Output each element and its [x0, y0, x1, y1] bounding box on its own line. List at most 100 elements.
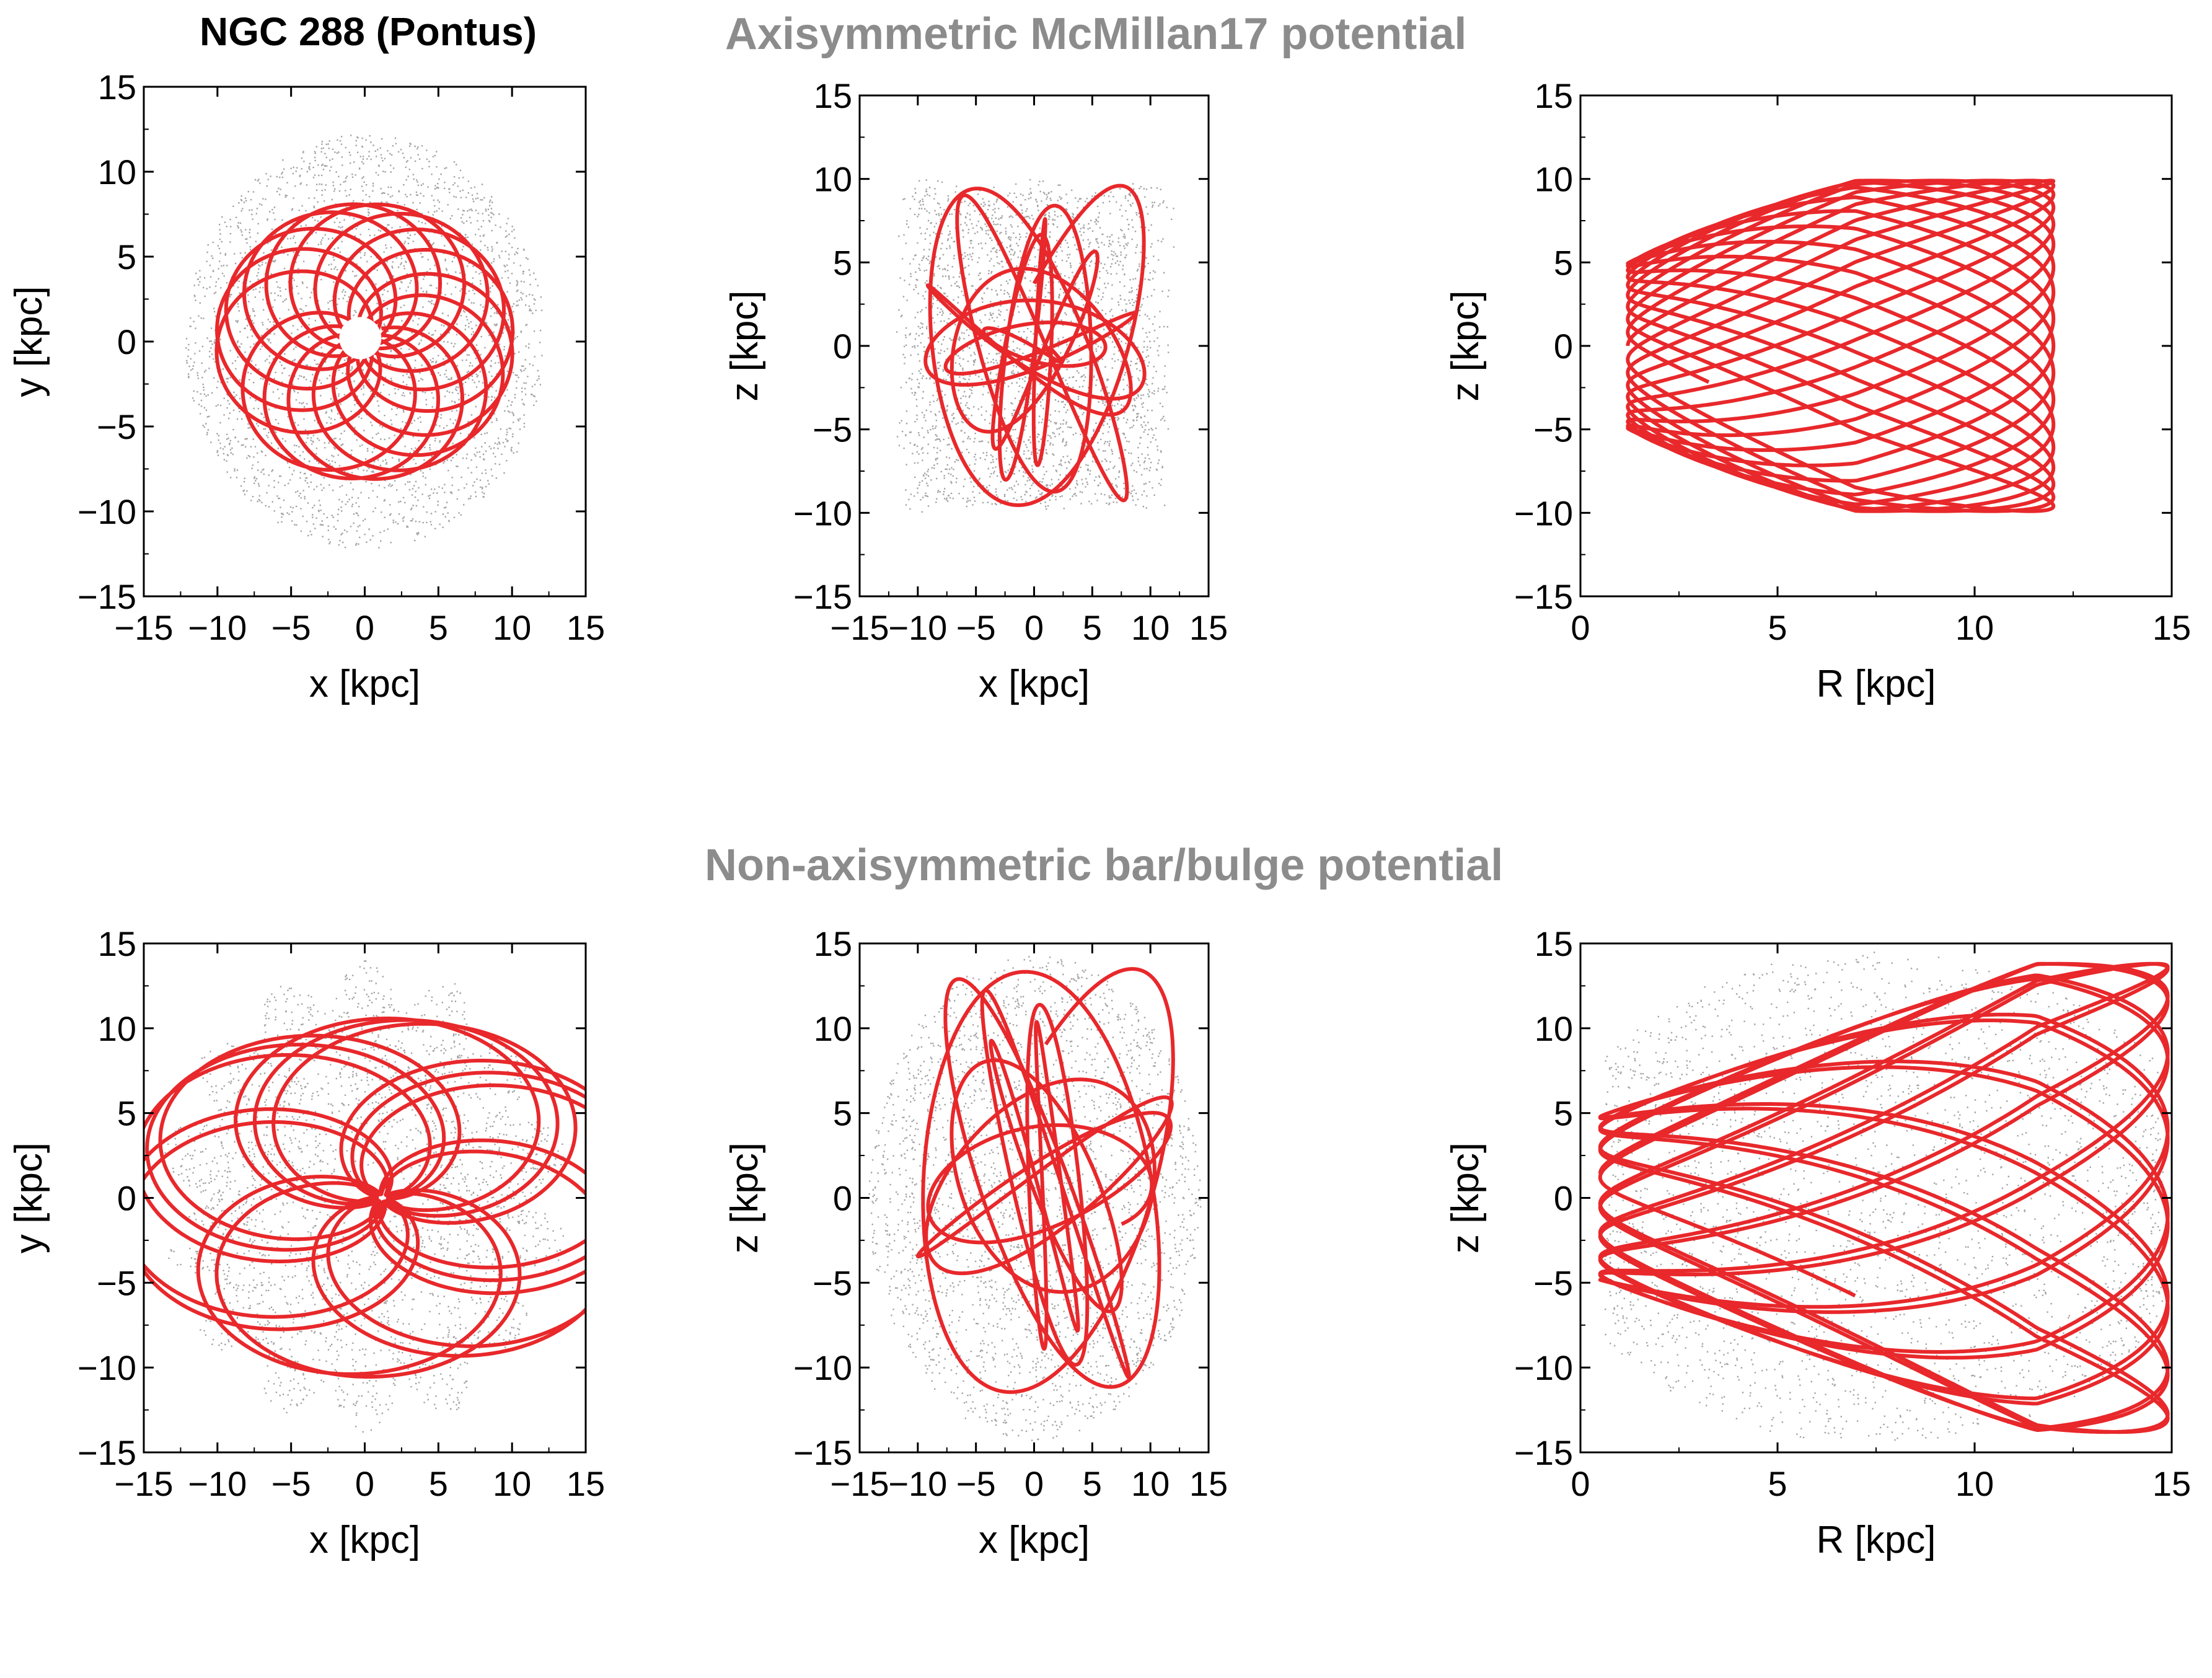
y-tick-label: 15	[1535, 76, 1573, 115]
y-tick-label: 0	[117, 1179, 136, 1218]
x-axis-label: x [kpc]	[979, 663, 1090, 705]
x-tick-label: −10	[888, 608, 947, 647]
x-tick-label: 10	[1955, 608, 1994, 647]
row2-title: Non-axisymmetric bar/bulge potential	[705, 841, 1504, 890]
y-tick-label: 0	[833, 327, 852, 366]
y-tick-label: 0	[117, 322, 136, 361]
y-tick-label: 0	[1554, 1179, 1573, 1218]
y-tick-label: −15	[1514, 1433, 1573, 1472]
x-tick-label: 10	[1131, 608, 1170, 647]
panel-row2-xy: −15 −10 −5 0 5 10 15 −15 −10 −5 0 5 10 15 x [kpc] y [kp…	[7, 924, 605, 1561]
y-tick-label: −10	[793, 1348, 852, 1387]
x-tick-label: 5	[1083, 608, 1102, 647]
y-tick-label: −15	[793, 1433, 852, 1472]
x-axis-label: x [kpc]	[979, 1519, 1090, 1561]
x-axis-label: x [kpc]	[309, 663, 420, 705]
x-tick-label: 5	[1768, 1464, 1787, 1503]
y-tick-label: −15	[77, 577, 136, 616]
x-tick-label: 10	[493, 1464, 531, 1503]
y-tick-label: −15	[793, 577, 852, 616]
y-tick-label: −15	[1514, 577, 1573, 616]
x-axis-label: R [kpc]	[1817, 663, 1936, 705]
x-tick-label: 10	[493, 608, 531, 647]
y-tick-label: 5	[1554, 243, 1573, 282]
y-tick-label: 10	[1535, 1009, 1573, 1048]
x-tick-label: 0	[1024, 1464, 1044, 1503]
y-tick-label: −5	[813, 410, 852, 449]
orbit-track	[1626, 179, 2056, 513]
y-axis-label: z [kpc]	[1444, 290, 1487, 401]
y-axis-label: z [kpc]	[723, 290, 766, 401]
y-tick-label: 10	[814, 160, 852, 199]
x-tick-label: 0	[1571, 608, 1590, 647]
x-tick-label: 15	[2153, 1464, 2191, 1503]
x-tick-label: 0	[355, 608, 374, 647]
y-tick-label: −10	[1514, 493, 1573, 532]
central-void	[339, 317, 382, 360]
x-tick-label: 5	[429, 1464, 448, 1503]
y-axis-label: y [kpc]	[7, 1142, 50, 1253]
y-tick-label: −5	[97, 1263, 136, 1302]
x-tick-label: 5	[1083, 1464, 1102, 1503]
y-tick-label: 0	[833, 1179, 852, 1218]
y-tick-label: 10	[98, 1009, 136, 1048]
orbit-track	[144, 1017, 586, 1379]
y-tick-label: −10	[77, 492, 136, 531]
y-tick-label: −10	[77, 1348, 136, 1387]
x-tick-label: 15	[566, 1464, 605, 1503]
y-tick-label: 15	[1535, 924, 1573, 963]
x-tick-label: −5	[271, 1464, 311, 1503]
x-tick-label: 5	[1768, 608, 1787, 647]
x-tick-label: 0	[1024, 608, 1044, 647]
x-axis-label: x [kpc]	[309, 1519, 420, 1561]
row1-title: Axisymmetric McMillan17 potential	[725, 9, 1467, 59]
panel-row1-Rz: 0 5 10 15 −15 −10 −5 0 5 10 15 R [kpc] z [kpc]	[1444, 76, 2191, 705]
y-tick-label: −5	[1533, 1263, 1573, 1302]
y-tick-label: 5	[117, 237, 136, 276]
y-tick-label: −10	[793, 493, 852, 532]
x-tick-label: −10	[188, 608, 247, 647]
y-tick-label: 10	[98, 152, 136, 192]
y-tick-label: 0	[1554, 327, 1573, 366]
y-tick-label: −5	[1533, 410, 1573, 449]
plot-area	[868, 956, 1202, 1441]
x-tick-label: −5	[271, 608, 311, 647]
x-tick-label: −15	[831, 1464, 889, 1503]
x-tick-label: 15	[1189, 1464, 1228, 1503]
x-tick-label: −5	[956, 608, 996, 647]
x-tick-label: −10	[888, 1464, 947, 1503]
y-tick-label: 15	[814, 76, 852, 115]
y-axis-label: z [kpc]	[723, 1142, 766, 1253]
orbit-track	[1598, 961, 2170, 1434]
y-axis-label: y [kpc]	[7, 286, 50, 397]
figure-title: NGC 288 (Pontus)	[200, 9, 537, 54]
x-tick-label: −15	[831, 608, 889, 647]
x-axis-label: R [kpc]	[1817, 1519, 1936, 1561]
y-tick-label: −5	[97, 407, 136, 446]
y-tick-label: 10	[814, 1009, 852, 1048]
panel-row2-Rz: 0 5 10 15 −15 −10 −5 0 5 10 15 R [kpc] z [kpc]	[1444, 924, 2191, 1561]
y-tick-label: 5	[833, 243, 852, 282]
x-tick-label: 15	[566, 608, 605, 647]
plot-area	[896, 179, 1175, 513]
x-tick-label: 10	[1955, 1464, 1994, 1503]
x-tick-label: −15	[115, 1464, 174, 1503]
orbit-track	[214, 202, 515, 481]
y-axis-label: z [kpc]	[1444, 1142, 1487, 1253]
x-tick-label: 10	[1131, 1464, 1170, 1503]
x-tick-label: 0	[1571, 1464, 1590, 1503]
y-tick-label: −15	[77, 1433, 136, 1472]
y-tick-label: 15	[98, 68, 136, 107]
plot-area	[1598, 952, 2170, 1441]
y-tick-label: 15	[814, 924, 852, 963]
x-tick-label: 15	[2153, 608, 2191, 647]
x-tick-label: 0	[355, 1464, 374, 1503]
x-tick-label: −5	[956, 1464, 996, 1503]
panel-row1-xy: −15 −10 −5 0 5 10 15 −15 −10 −5 0 5 10 15 x [kpc] y [kp…	[7, 68, 605, 705]
y-tick-label: 15	[98, 924, 136, 963]
y-tick-label: 5	[117, 1094, 136, 1133]
orbit-track	[915, 967, 1175, 1394]
